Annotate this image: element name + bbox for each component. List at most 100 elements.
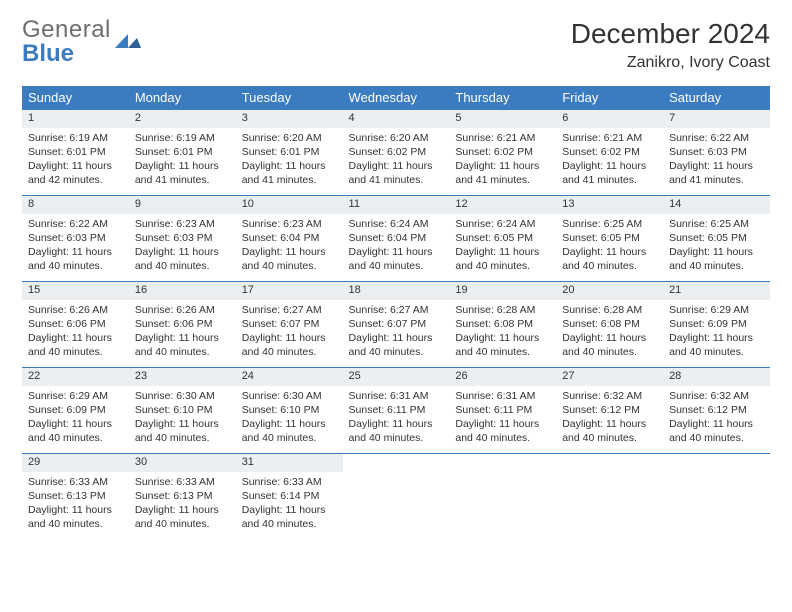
sunrise-text: Sunrise: 6:22 AM [28,217,123,231]
sunrise-text: Sunrise: 6:31 AM [349,389,444,403]
daylight-text: Daylight: 11 hours and 40 minutes. [135,245,230,273]
day-number-cell: 7 [663,110,770,128]
day-number-cell: 3 [236,110,343,128]
daylight-text: Daylight: 11 hours and 40 minutes. [242,331,337,359]
daylight-text: Daylight: 11 hours and 40 minutes. [669,245,764,273]
day-content-row: Sunrise: 6:33 AMSunset: 6:13 PMDaylight:… [22,472,770,540]
day-number-cell: 18 [343,282,450,300]
day-number-cell: 30 [129,454,236,472]
sunrise-text: Sunrise: 6:29 AM [669,303,764,317]
daylight-text: Daylight: 11 hours and 42 minutes. [28,159,123,187]
day-number-row: 293031 [22,454,770,472]
logo: General Blue [22,18,141,66]
day-number-cell: 2 [129,110,236,128]
weekday-header: Monday [129,86,236,110]
day-content-cell: Sunrise: 6:28 AMSunset: 6:08 PMDaylight:… [556,300,663,368]
day-number-row: 1234567 [22,110,770,128]
daylight-text: Daylight: 11 hours and 40 minutes. [349,245,444,273]
daylight-text: Daylight: 11 hours and 40 minutes. [455,331,550,359]
day-content-cell: Sunrise: 6:23 AMSunset: 6:04 PMDaylight:… [236,214,343,282]
logo-word2: Blue [22,42,111,66]
day-content-cell: Sunrise: 6:32 AMSunset: 6:12 PMDaylight:… [556,386,663,454]
daylight-text: Daylight: 11 hours and 41 minutes. [349,159,444,187]
sunrise-text: Sunrise: 6:30 AM [135,389,230,403]
sunrise-text: Sunrise: 6:23 AM [242,217,337,231]
daylight-text: Daylight: 11 hours and 40 minutes. [669,417,764,445]
sunrise-text: Sunrise: 6:33 AM [242,475,337,489]
sunrise-text: Sunrise: 6:20 AM [349,131,444,145]
month-title: December 2024 [571,18,770,50]
daylight-text: Daylight: 11 hours and 40 minutes. [28,417,123,445]
day-number-cell: 21 [663,282,770,300]
day-number-row: 15161718192021 [22,282,770,300]
daylight-text: Daylight: 11 hours and 40 minutes. [135,331,230,359]
sunrise-text: Sunrise: 6:31 AM [455,389,550,403]
sunset-text: Sunset: 6:08 PM [455,317,550,331]
day-number-cell: 25 [343,368,450,386]
sunrise-text: Sunrise: 6:28 AM [562,303,657,317]
day-number-cell: 5 [449,110,556,128]
day-number-row: 22232425262728 [22,368,770,386]
daylight-text: Daylight: 11 hours and 40 minutes. [28,331,123,359]
day-number-cell: 13 [556,196,663,214]
day-number-cell: 22 [22,368,129,386]
day-number-cell: 31 [236,454,343,472]
sunrise-text: Sunrise: 6:29 AM [28,389,123,403]
day-content-cell [343,472,450,540]
sunrise-text: Sunrise: 6:30 AM [242,389,337,403]
daylight-text: Daylight: 11 hours and 40 minutes. [28,245,123,273]
day-content-cell: Sunrise: 6:30 AMSunset: 6:10 PMDaylight:… [236,386,343,454]
daylight-text: Daylight: 11 hours and 40 minutes. [455,417,550,445]
sunset-text: Sunset: 6:01 PM [242,145,337,159]
sunrise-text: Sunrise: 6:32 AM [562,389,657,403]
header: General Blue December 2024 Zanikro, Ivor… [22,18,770,72]
day-number-cell: 14 [663,196,770,214]
sunset-text: Sunset: 6:06 PM [28,317,123,331]
weekday-header: Sunday [22,86,129,110]
day-content-row: Sunrise: 6:26 AMSunset: 6:06 PMDaylight:… [22,300,770,368]
sunrise-text: Sunrise: 6:25 AM [669,217,764,231]
day-number-cell: 6 [556,110,663,128]
day-content-cell: Sunrise: 6:22 AMSunset: 6:03 PMDaylight:… [22,214,129,282]
daylight-text: Daylight: 11 hours and 40 minutes. [28,503,123,531]
sunrise-text: Sunrise: 6:22 AM [669,131,764,145]
day-content-row: Sunrise: 6:29 AMSunset: 6:09 PMDaylight:… [22,386,770,454]
day-number-cell: 19 [449,282,556,300]
day-content-cell: Sunrise: 6:29 AMSunset: 6:09 PMDaylight:… [663,300,770,368]
day-number-cell: 26 [449,368,556,386]
sunrise-text: Sunrise: 6:33 AM [28,475,123,489]
daylight-text: Daylight: 11 hours and 40 minutes. [455,245,550,273]
weekday-header: Saturday [663,86,770,110]
day-number-cell: 9 [129,196,236,214]
sunset-text: Sunset: 6:04 PM [242,231,337,245]
sunset-text: Sunset: 6:02 PM [562,145,657,159]
weekday-header-row: SundayMondayTuesdayWednesdayThursdayFrid… [22,86,770,110]
sunset-text: Sunset: 6:14 PM [242,489,337,503]
daylight-text: Daylight: 11 hours and 40 minutes. [242,503,337,531]
day-number-cell: 28 [663,368,770,386]
daylight-text: Daylight: 11 hours and 41 minutes. [562,159,657,187]
sunset-text: Sunset: 6:10 PM [242,403,337,417]
day-number-cell: 17 [236,282,343,300]
sunset-text: Sunset: 6:05 PM [562,231,657,245]
sunset-text: Sunset: 6:07 PM [242,317,337,331]
day-number-cell: 29 [22,454,129,472]
sunrise-text: Sunrise: 6:33 AM [135,475,230,489]
day-number-cell: 4 [343,110,450,128]
sunset-text: Sunset: 6:07 PM [349,317,444,331]
sunset-text: Sunset: 6:02 PM [455,145,550,159]
day-number-cell: 10 [236,196,343,214]
daylight-text: Daylight: 11 hours and 40 minutes. [669,331,764,359]
sunrise-text: Sunrise: 6:20 AM [242,131,337,145]
weekday-header: Tuesday [236,86,343,110]
day-content-cell: Sunrise: 6:30 AMSunset: 6:10 PMDaylight:… [129,386,236,454]
sunrise-text: Sunrise: 6:27 AM [242,303,337,317]
sunset-text: Sunset: 6:12 PM [562,403,657,417]
location: Zanikro, Ivory Coast [571,54,770,72]
day-number-cell: 15 [22,282,129,300]
sunset-text: Sunset: 6:08 PM [562,317,657,331]
sunrise-text: Sunrise: 6:25 AM [562,217,657,231]
daylight-text: Daylight: 11 hours and 40 minutes. [349,417,444,445]
day-content-cell: Sunrise: 6:32 AMSunset: 6:12 PMDaylight:… [663,386,770,454]
day-content-cell: Sunrise: 6:25 AMSunset: 6:05 PMDaylight:… [556,214,663,282]
